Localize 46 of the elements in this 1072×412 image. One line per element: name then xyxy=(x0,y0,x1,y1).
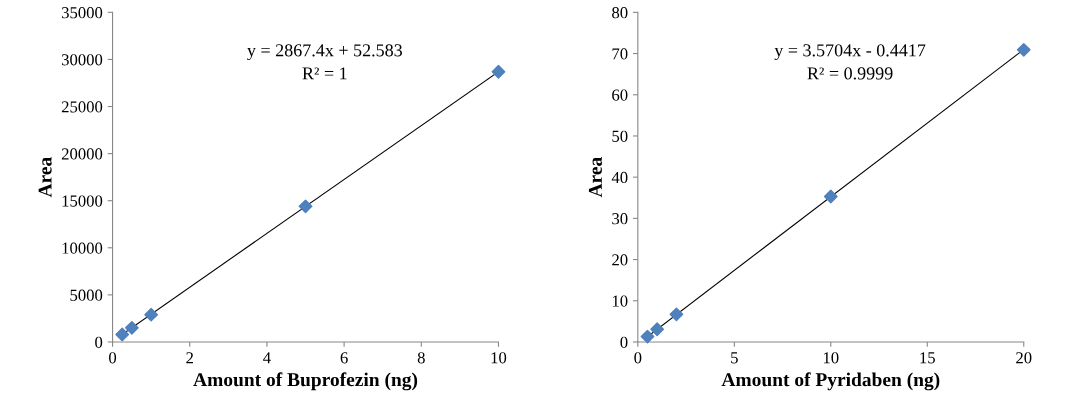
point xyxy=(640,329,655,344)
point xyxy=(144,307,159,322)
x-axis-title: Amount of Pyridaben (ng) xyxy=(721,372,940,391)
point xyxy=(491,64,506,79)
x-tick-label: 2 xyxy=(186,352,193,364)
point xyxy=(669,307,684,322)
y-tick-label: 5000 xyxy=(70,289,103,301)
x-axis-title: Amount of Buprofezin (ng) xyxy=(193,372,418,391)
y-tick-label: 40 xyxy=(611,171,628,184)
y-tick-label: 30000 xyxy=(61,54,103,66)
y-tick-label: 25000 xyxy=(61,101,103,113)
y-tick-label: 30 xyxy=(612,213,628,225)
annotation: y = 2867.4x + 52.583 xyxy=(247,44,402,61)
y-tick-label: 15000 xyxy=(62,195,103,207)
annotation: y = 3.5704x - 0.4417 xyxy=(774,44,926,61)
point xyxy=(823,189,838,204)
point xyxy=(298,199,313,214)
x-tick-label: 0 xyxy=(109,352,117,364)
y-tick-label: 70 xyxy=(612,48,628,60)
x-tick-label: 20 xyxy=(1016,352,1032,364)
point xyxy=(1016,42,1031,57)
x-tick-label: 5 xyxy=(731,352,738,364)
x-tick-label: 15 xyxy=(920,352,935,364)
point xyxy=(650,322,665,337)
y-tick-label: 80 xyxy=(612,7,628,19)
y-tick-label: 10000 xyxy=(62,242,103,254)
x-tick-label: 0 xyxy=(634,352,642,364)
annotation: R² = 1 xyxy=(302,67,347,80)
y-tick-label: 20 xyxy=(612,254,628,266)
x-tick-label: 8 xyxy=(417,352,425,364)
y-tick-label: 35000 xyxy=(61,7,103,19)
y-tick-label: 50 xyxy=(612,130,628,142)
y-tick-label: 20000 xyxy=(61,148,103,160)
x-tick-label: 10 xyxy=(491,352,507,364)
y-tick-label: 10 xyxy=(612,295,628,307)
y-axis-title: Area xyxy=(38,157,52,198)
y-tick-label: 0 xyxy=(95,336,103,348)
point xyxy=(124,320,139,335)
x-tick-label: 6 xyxy=(340,352,348,364)
y-tick-label: 0 xyxy=(620,336,628,348)
point xyxy=(115,327,130,342)
y-tick-label: 60 xyxy=(612,89,628,101)
x-tick-label: 10 xyxy=(823,352,839,364)
annotation: R² = 0.9999 xyxy=(807,67,893,80)
x-tick-label: 4 xyxy=(263,352,271,364)
y-axis-title: Area xyxy=(588,157,602,198)
